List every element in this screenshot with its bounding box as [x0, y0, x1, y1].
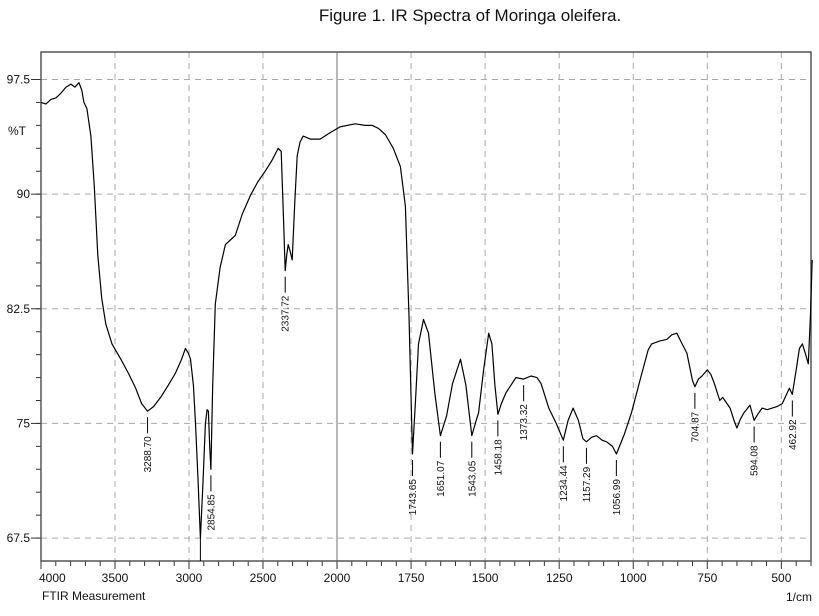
x-tick-label: 2000 — [324, 571, 351, 585]
x-tick-label: 1250 — [546, 571, 573, 585]
peak-label: 1458.18 — [493, 439, 504, 476]
peak-label: 1543.05 — [467, 460, 478, 497]
peak-label: 704.87 — [690, 411, 701, 442]
y-axis-label: %T — [8, 124, 27, 138]
spectrum-line — [40, 82, 813, 539]
y-tick-label: 75 — [17, 416, 31, 430]
peak-label: 1056.99 — [612, 479, 623, 516]
footer-label: FTIR Measurement — [42, 589, 146, 603]
peak-label: 1743.65 — [408, 479, 419, 516]
x-axis-label: 1/cm — [786, 590, 812, 604]
x-tick-label: 1500 — [472, 571, 499, 585]
peak-label: 3288.70 — [143, 436, 154, 473]
y-tick-label: 90 — [17, 187, 31, 201]
peak-label: 1651.07 — [436, 460, 447, 497]
peak-label: 1234.44 — [559, 465, 570, 502]
x-tick-label: 3000 — [176, 571, 203, 585]
chart-title: Figure 1. IR Spectra of Moringa oleifera… — [318, 6, 622, 25]
series — [40, 82, 813, 561]
x-tick-label: 4000 — [39, 571, 66, 585]
peak-label: 462.92 — [788, 419, 799, 450]
x-tick-label: 1750 — [398, 571, 425, 585]
peak-label: 2854.85 — [206, 494, 217, 531]
x-tick-label: 1000 — [620, 571, 647, 585]
y-tick-label: 97.5 — [7, 73, 31, 87]
peak-label: 1373.32 — [519, 404, 530, 441]
grid — [41, 52, 811, 561]
peak-label: 1157.29 — [582, 466, 593, 502]
plot-frame — [40, 51, 812, 562]
x-tick-label: 2500 — [250, 571, 277, 585]
peak-labels: 3288.70 2854.85 2337.72 1743.65 1651.07 1543.… — [143, 276, 799, 531]
x-tick-label: 3500 — [102, 571, 129, 585]
peak-label: 594.08 — [750, 445, 761, 476]
y-tick-label: 82.5 — [7, 302, 31, 316]
peak-label: 2337.72 — [281, 295, 292, 332]
y-tick-label: 67.5 — [7, 531, 31, 545]
x-tick-label: 500 — [771, 571, 791, 585]
x-tick-label: 750 — [697, 571, 717, 585]
